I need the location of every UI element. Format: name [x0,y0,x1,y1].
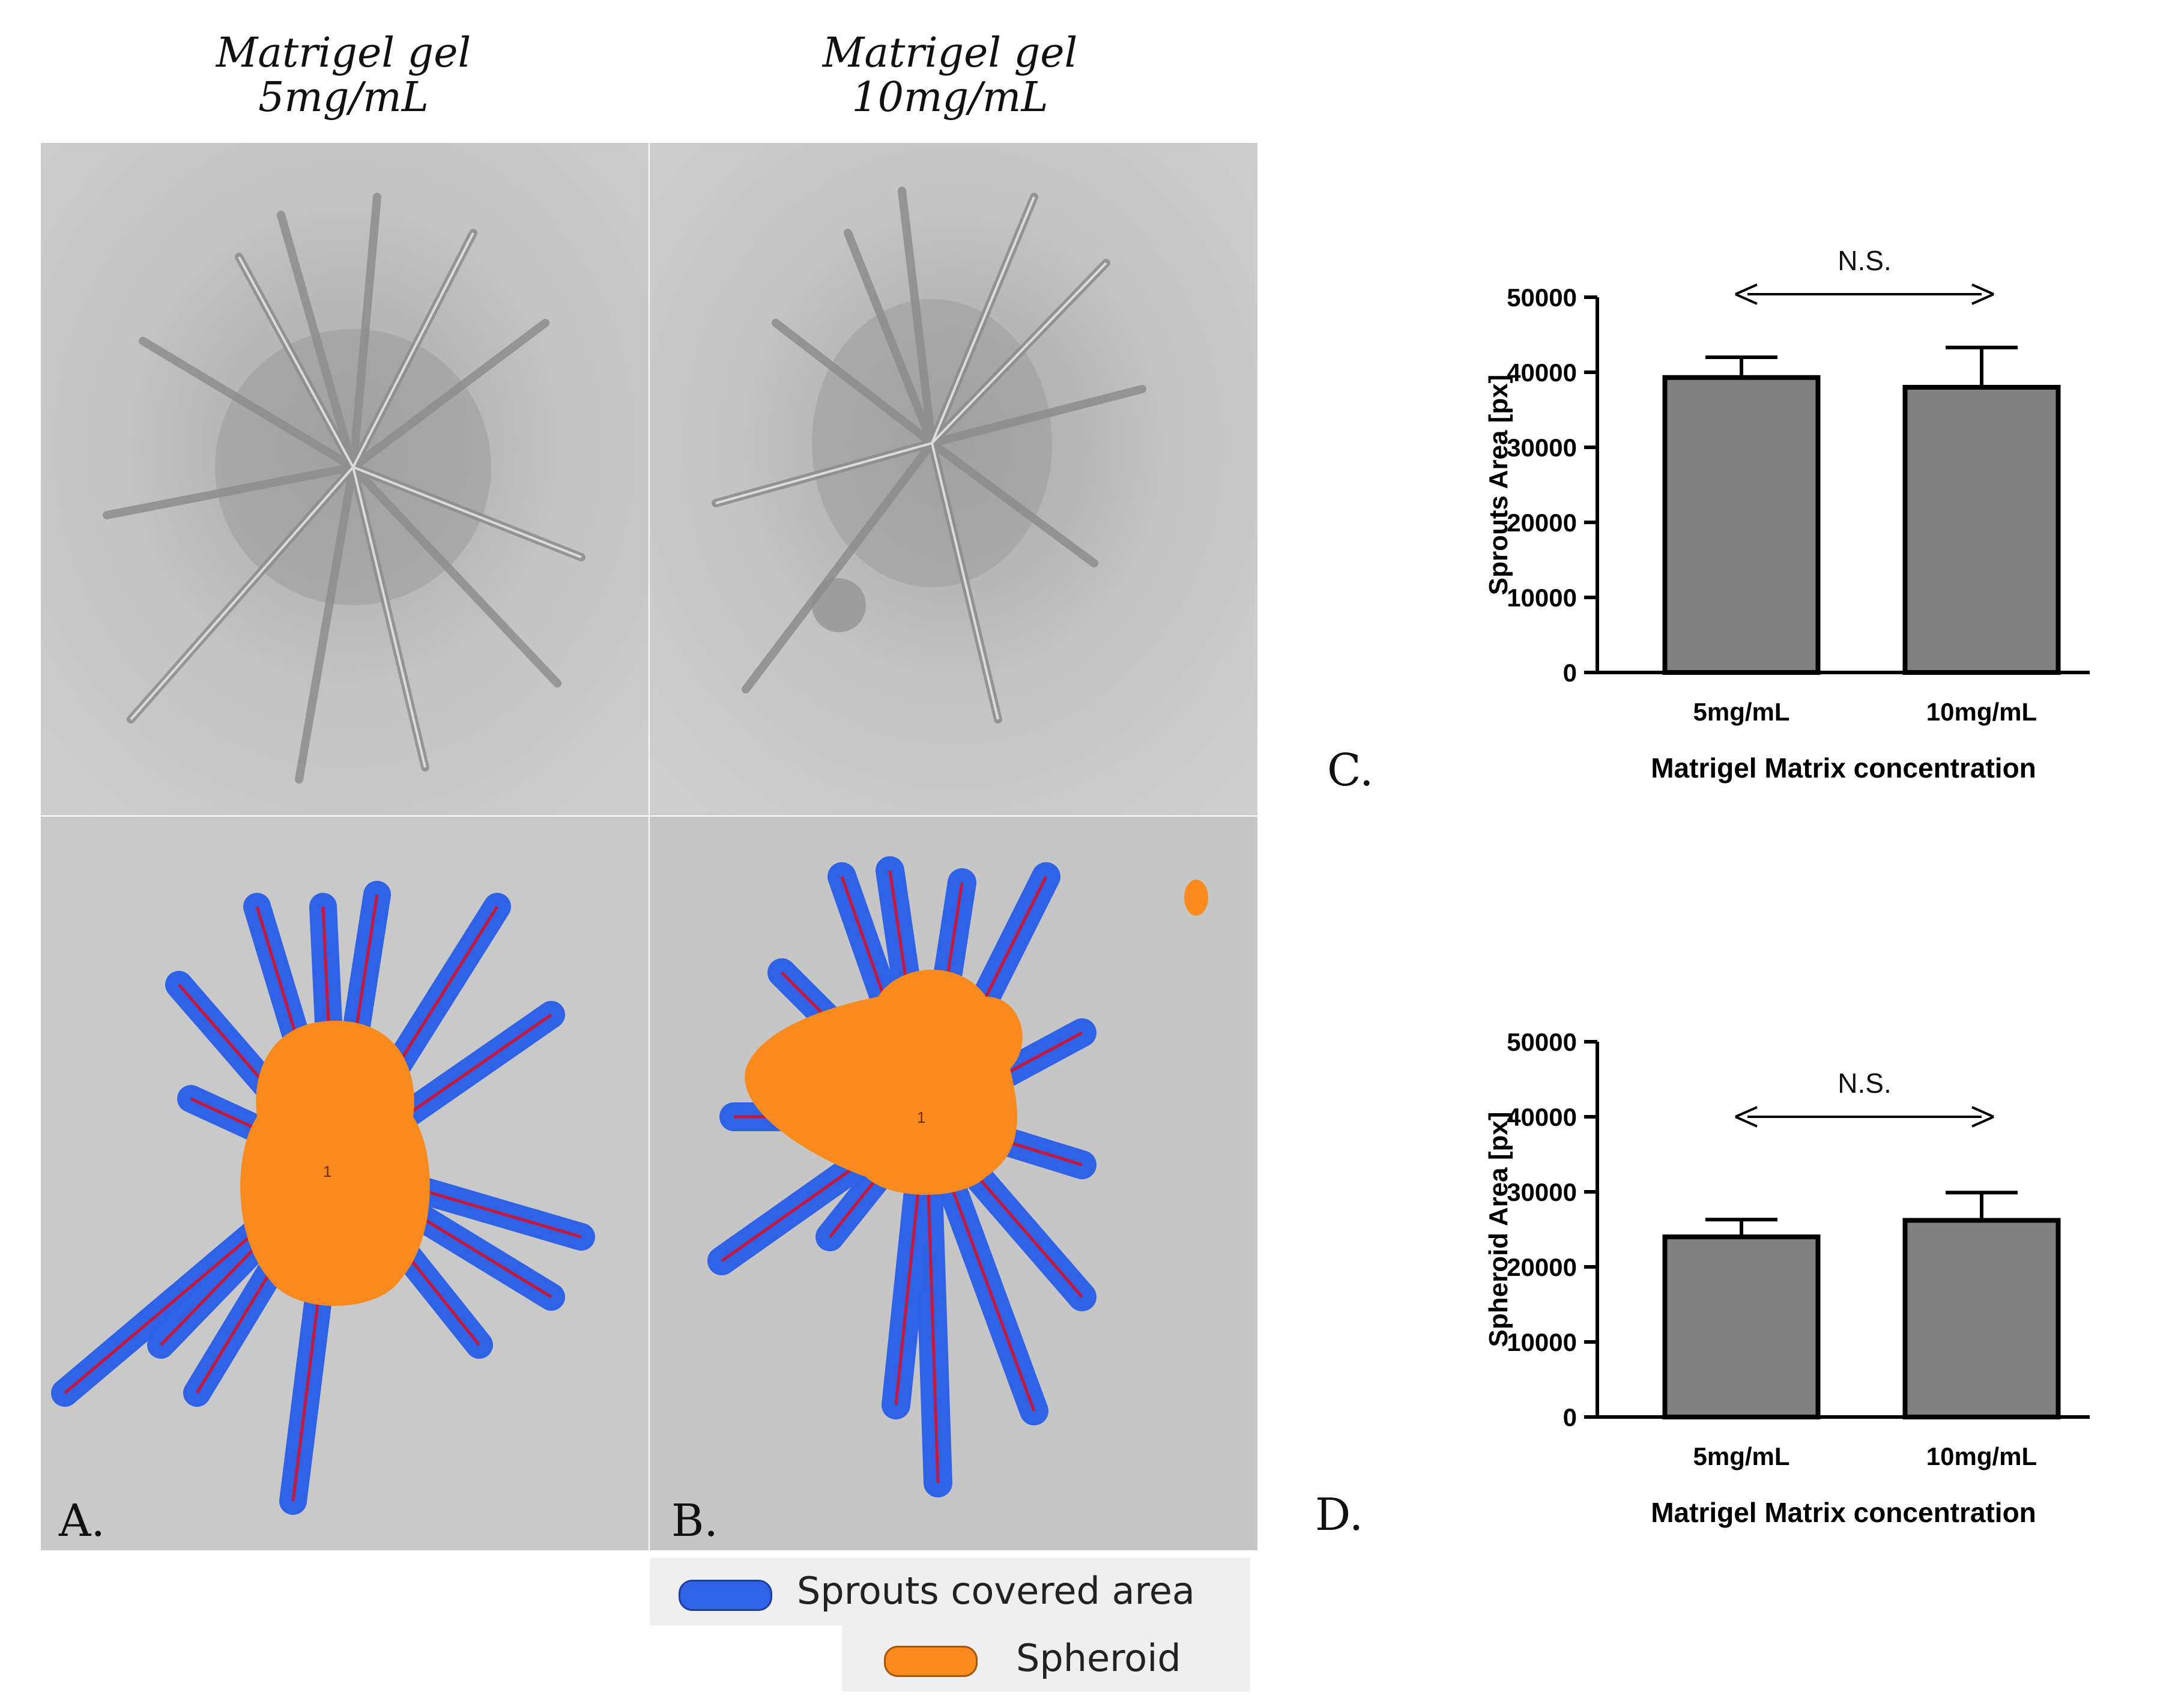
column-title-5mg: Matrigel gel 5mg/mL [73,31,614,120]
micrograph-5mg-segmented-image: 1 [41,817,649,1550]
chart-d-arrowhead-right [1971,1106,1994,1128]
chart-c-y-tick-label: 40000 [1507,358,1577,387]
chart-d-bar [1902,1218,2061,1419]
chart-d-y-tick-label: 0 [1563,1403,1577,1431]
panel-label-b: B. [671,1495,718,1547]
micrograph-10mg-segmented: 1 [650,817,1257,1550]
spheroid-5mg-index: 1 [323,1162,331,1180]
chart-d-significance-label: N.S. [1838,1068,1891,1099]
panel-label-d: D. [1315,1489,1364,1541]
chart-d-y-label: Spheroid Area [px] [1484,1112,1513,1347]
panel-label-a: A. [59,1495,105,1547]
chart-c-x-label: Matrigel Matrix concentration [1651,752,2036,784]
chart-d-y-tick-label: 20000 [1507,1253,1577,1281]
spheroid-10mg-index: 1 [917,1108,925,1126]
legend-row-spheroid: Spheroid [842,1625,1250,1691]
chart-c-y-tick-label: 20000 [1507,509,1577,537]
column-title-10mg: Matrigel gel 10mg/mL [680,31,1220,120]
chart-c-y-tick-label: 0 [1563,659,1577,687]
chart-d-x-label: Matrigel Matrix concentration [1651,1497,2036,1528]
chart-d-y-tick-label: 40000 [1507,1103,1577,1131]
spheroid-10mg [745,970,1023,1195]
panel-label-c: C. [1327,745,1374,796]
chart-d-x-tick-label: 10mg/mL [1926,1442,2037,1470]
chart-d-y-tick-label: 50000 [1507,1028,1577,1056]
legend-label-spheroid: Spheroid [1016,1636,1181,1680]
chart-c-x-tick-label: 5mg/mL [1693,698,1789,726]
column-title-10mg-line2: 10mg/mL [852,74,1048,121]
spheroid-10mg-small-fragment [1184,880,1208,916]
chart-d-arrowhead-left [1735,1106,1758,1128]
column-title-5mg-line1: Matrigel gel [216,29,471,77]
chart-c-y-tick-label: 50000 [1507,283,1577,312]
micrograph-10mg-segmented-image: 1 [650,817,1257,1550]
chart-c-bar [1902,385,2061,675]
micrograph-5mg-raw-image [41,143,649,815]
chart-d-spheroid-area: 0 10000 20000 30000 40000 50000 Spheroid Area … [1484,1028,2090,1528]
legend-label-sprouts: Sprouts covered area [797,1569,1195,1613]
legend-swatch-sprouts [679,1580,772,1611]
chart-c-significance-label: N.S. [1838,245,1891,276]
chart-c-arrowhead-right [1971,283,1994,305]
legend: Sprouts covered area Spheroid [650,1558,1257,1693]
chart-c-arrowhead-left [1735,283,1758,305]
chart-c-sprouts-area: 0 10000 20000 30000 40000 50000 Sprouts Area [… [1484,245,2090,784]
micrograph-10mg-raw [650,143,1257,815]
chart-c-x-tick-label: 10mg/mL [1926,698,2037,726]
chart-c-y-tick-label: 10000 [1507,584,1577,612]
chart-d-y-tick-label: 10000 [1507,1328,1577,1356]
micrograph-5mg-raw [41,143,649,815]
chart-d-x-tick-label: 5mg/mL [1693,1442,1789,1470]
spheroid-5mg [240,1021,430,1306]
chart-d-y-tick-label: 30000 [1507,1178,1577,1206]
chart-c-y-tick-label: 30000 [1507,434,1577,462]
chart-d-bar [1662,1234,1821,1419]
micrograph-5mg-segmented: 1 [41,817,649,1550]
column-title-10mg-line1: Matrigel gel [822,29,1078,77]
legend-swatch-spheroid [884,1646,978,1677]
chart-c-bar [1662,375,1821,675]
column-title-5mg-line2: 5mg/mL [258,74,429,121]
chart-c-y-label: Sprouts Area [px] [1484,375,1513,596]
legend-row-sprouts: Sprouts covered area [650,1558,1250,1625]
micrograph-10mg-raw-image [650,143,1257,815]
